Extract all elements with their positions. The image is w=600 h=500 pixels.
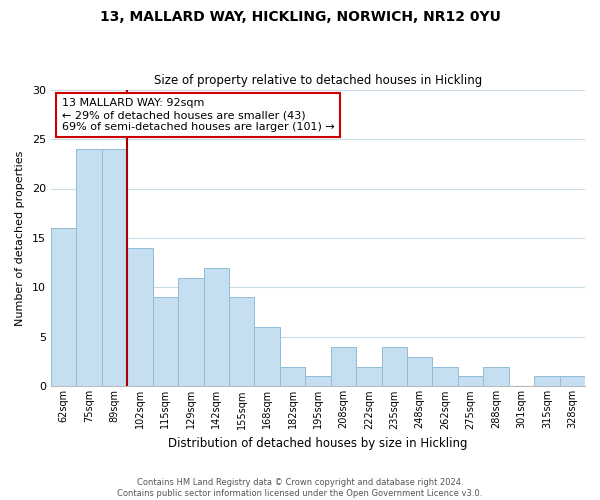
Text: 13, MALLARD WAY, HICKLING, NORWICH, NR12 0YU: 13, MALLARD WAY, HICKLING, NORWICH, NR12… xyxy=(100,10,500,24)
Bar xyxy=(127,248,152,386)
Bar xyxy=(178,278,203,386)
Bar xyxy=(560,376,585,386)
Bar xyxy=(382,347,407,387)
Bar xyxy=(458,376,483,386)
Text: 13 MALLARD WAY: 92sqm
← 29% of detached houses are smaller (43)
69% of semi-deta: 13 MALLARD WAY: 92sqm ← 29% of detached … xyxy=(62,98,334,132)
Title: Size of property relative to detached houses in Hickling: Size of property relative to detached ho… xyxy=(154,74,482,87)
Bar xyxy=(534,376,560,386)
Bar xyxy=(356,366,382,386)
Bar xyxy=(102,149,127,386)
Bar xyxy=(433,366,458,386)
X-axis label: Distribution of detached houses by size in Hickling: Distribution of detached houses by size … xyxy=(168,437,468,450)
Bar xyxy=(76,149,102,386)
Bar xyxy=(51,228,76,386)
Bar xyxy=(152,298,178,386)
Bar xyxy=(229,298,254,386)
Bar xyxy=(254,327,280,386)
Bar xyxy=(407,356,433,386)
Bar xyxy=(305,376,331,386)
Bar xyxy=(331,347,356,387)
Text: Contains HM Land Registry data © Crown copyright and database right 2024.
Contai: Contains HM Land Registry data © Crown c… xyxy=(118,478,482,498)
Bar xyxy=(280,366,305,386)
Y-axis label: Number of detached properties: Number of detached properties xyxy=(15,150,25,326)
Bar xyxy=(483,366,509,386)
Bar xyxy=(203,268,229,386)
